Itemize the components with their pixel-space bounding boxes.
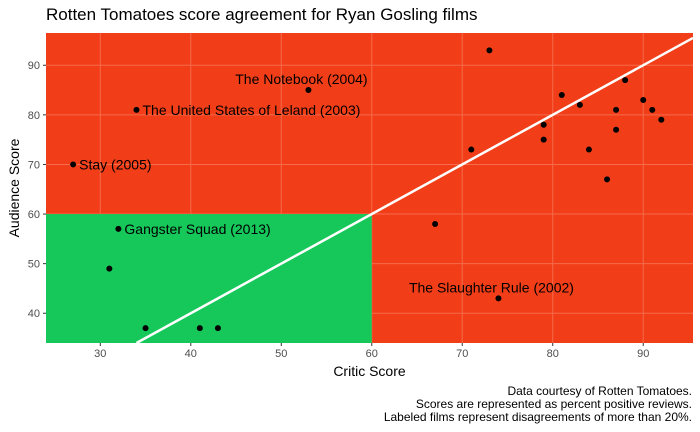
data-point xyxy=(640,96,647,103)
data-point xyxy=(214,325,221,332)
data-point xyxy=(613,126,620,133)
point-labels: Stay (2005) Gangster Squad (2013) The Unit… xyxy=(79,71,574,295)
data-point xyxy=(106,265,113,272)
x-tick-label: 30 xyxy=(94,348,106,360)
x-tick-label: 50 xyxy=(275,348,287,360)
caption-line-2: Scores are represented as percent positi… xyxy=(416,397,692,411)
y-tick-label: 90 xyxy=(28,60,40,72)
data-point xyxy=(649,106,656,113)
data-point xyxy=(486,47,493,54)
point-label: The Notebook (2004) xyxy=(235,71,367,87)
reference-line xyxy=(135,36,694,345)
data-point xyxy=(540,121,547,128)
x-tick-label: 40 xyxy=(185,348,197,360)
point-label: The Slaughter Rule (2002) xyxy=(409,279,574,295)
y-axis-label: Audience Score xyxy=(6,138,22,237)
data-point xyxy=(142,325,149,332)
caption-line-3: Labeled films represent disagreements of… xyxy=(384,410,692,424)
data-point xyxy=(613,106,620,113)
y-axis-ticks: 40 50 60 70 80 90 xyxy=(28,60,46,320)
data-point xyxy=(540,136,547,143)
x-axis-ticks: 30 40 50 60 70 80 90 xyxy=(94,343,649,360)
data-point xyxy=(622,77,629,84)
data-point xyxy=(604,176,611,183)
y-tick-label: 60 xyxy=(28,209,40,221)
data-point xyxy=(432,220,439,227)
data-point xyxy=(133,106,140,113)
point-label: Stay (2005) xyxy=(79,156,151,172)
x-tick-label: 60 xyxy=(366,348,378,360)
point-label: The United States of Leland (2003) xyxy=(142,102,360,118)
data-point xyxy=(576,101,583,108)
data-points xyxy=(70,47,665,332)
point-label: Gangster Squad (2013) xyxy=(124,221,270,237)
y-tick-label: 70 xyxy=(28,159,40,171)
data-point xyxy=(305,87,312,94)
caption: Data courtesy of Rotten Tomatoes. Scores… xyxy=(384,384,692,424)
x-tick-label: 70 xyxy=(456,348,468,360)
x-tick-label: 90 xyxy=(637,348,649,360)
agreement-region xyxy=(46,214,372,343)
y-tick-label: 50 xyxy=(28,259,40,271)
data-point xyxy=(558,92,565,98)
data-point xyxy=(495,295,502,302)
data-point xyxy=(658,116,665,123)
data-point xyxy=(196,325,203,332)
data-point xyxy=(585,146,592,153)
chart-title: Rotten Tomatoes score agreement for Ryan… xyxy=(46,5,478,24)
data-point xyxy=(70,161,77,168)
x-axis-label: Critic Score xyxy=(333,363,406,379)
data-point xyxy=(115,225,122,232)
x-tick-label: 80 xyxy=(547,348,559,360)
data-point xyxy=(468,146,475,153)
caption-line-1: Data courtesy of Rotten Tomatoes. xyxy=(507,384,692,398)
y-tick-label: 80 xyxy=(28,110,40,122)
y-tick-label: 40 xyxy=(28,308,40,320)
